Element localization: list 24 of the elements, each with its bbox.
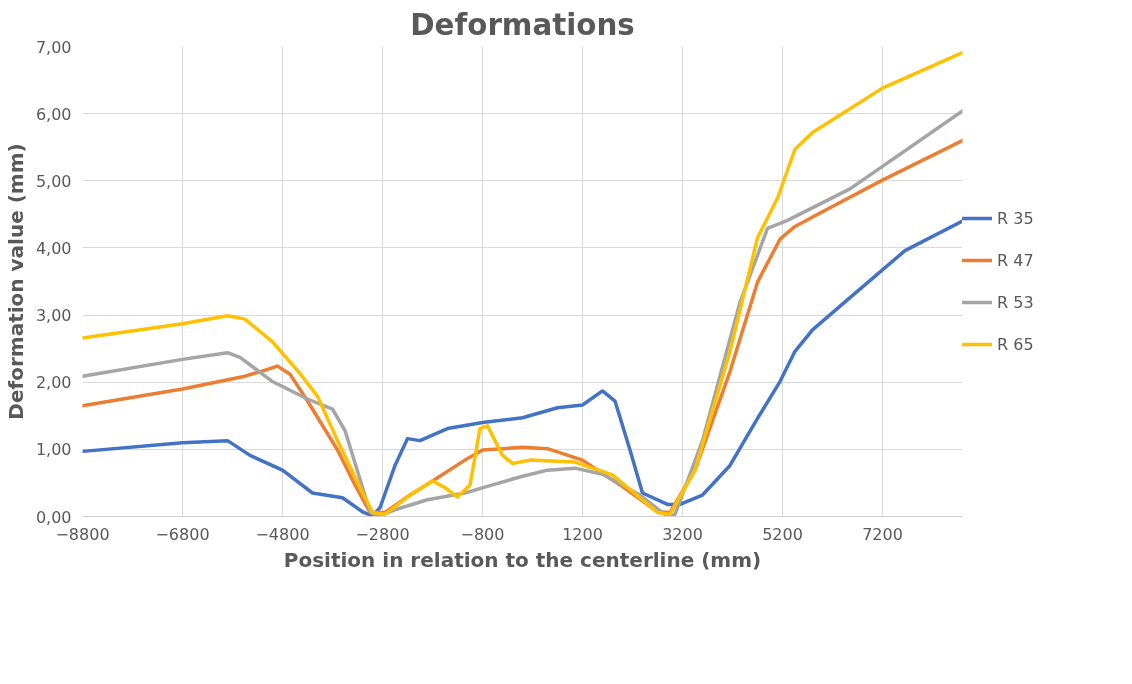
y-tick-label: 3,00: [35, 306, 72, 326]
legend-label: R 47: [997, 250, 1034, 270]
y-tick-label: 4,00: [35, 238, 72, 258]
x-tick-label: −800: [460, 524, 505, 544]
legend-label: R 35: [997, 208, 1034, 228]
x-tick-label: −4800: [255, 524, 310, 544]
y-axis-title: Deformation value (mm): [3, 143, 28, 420]
x-tick-label: 3200: [662, 524, 703, 544]
x-axis-title: Position in relation to the centerline (mm): [283, 547, 762, 572]
y-tick-label: 0,00: [35, 507, 72, 527]
x-tick-label: −6800: [155, 524, 210, 544]
x-tick-label: −2800: [355, 524, 410, 544]
y-tick-label: 2,00: [35, 373, 72, 393]
x-tick-label: −8800: [55, 524, 110, 544]
x-tick-label: 5200: [762, 524, 803, 544]
y-tick-label: 1,00: [35, 440, 72, 460]
y-tick-label: 6,00: [35, 104, 72, 124]
x-tick-label: 7200: [862, 524, 903, 544]
legend-label: R 53: [997, 292, 1034, 312]
chart-title: Deformations: [410, 7, 635, 42]
y-tick-label: 5,00: [35, 171, 72, 191]
x-tick-label: 1200: [562, 524, 603, 544]
legend-label: R 65: [997, 334, 1034, 354]
y-tick-label: 7,00: [35, 37, 72, 57]
